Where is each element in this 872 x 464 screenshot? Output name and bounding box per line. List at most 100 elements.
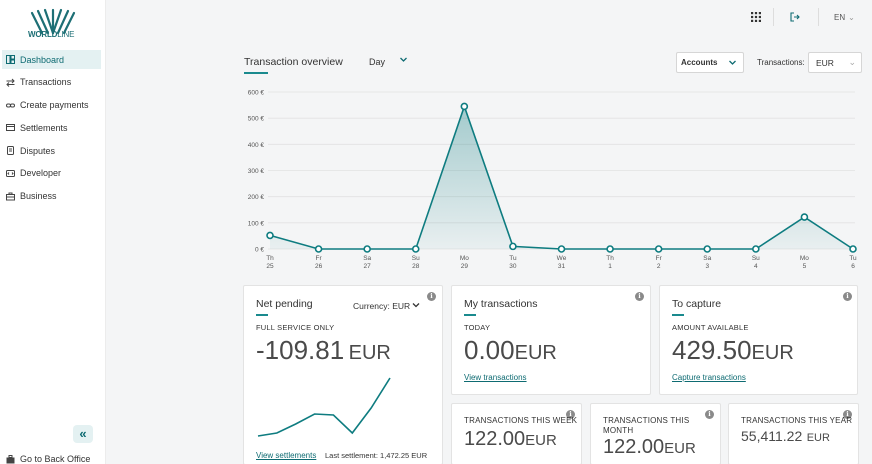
accounts-label: Accounts [681,58,718,67]
data-point [460,102,469,111]
year-title: TRANSACTIONS THIS YEAR [741,416,853,425]
title-underline [256,314,268,316]
my-transactions-card [451,285,651,395]
currency-select[interactable]: EUR ⌄ [808,52,862,73]
data-point [703,245,712,253]
my-transactions-subtitle: TODAY [464,323,491,332]
net-pending-currency-select[interactable]: Currency: EUR [353,301,420,311]
x-tick-day-label: Su [752,255,760,262]
briefcase-icon [6,192,15,201]
data-point [266,231,274,240]
accounts-dropdown[interactable]: Accounts [676,52,744,73]
dashboard-icon [6,55,15,64]
sidebar-item-transactions[interactable]: Transactions [2,73,101,92]
back-office-label: Go to Back Office [20,454,91,464]
x-tick-date-label: 28 [412,263,420,270]
to-capture-title: To capture [672,298,722,310]
data-point [411,245,420,253]
chevron-down-icon: ⌄ [848,13,855,22]
logout-icon[interactable] [790,12,800,22]
worldline-logo-icon[interactable] [28,4,78,40]
y-tick-label: 600 € [248,90,265,97]
y-tick-label: 300 € [248,168,265,175]
chevron-down-icon: ⌄ [848,57,856,67]
code-icon [6,169,15,178]
data-point [800,213,809,221]
chevron-down-icon[interactable] [399,55,408,64]
data-point [509,242,517,251]
info-icon[interactable]: i [427,292,436,301]
sidebar-item-label: Developer [20,168,62,179]
x-tick-day-label: Th [266,255,274,262]
x-tick-date-label: 3 [705,263,709,270]
sidebar-item-dashboard[interactable]: Dashboard [2,50,101,69]
to-capture-card [659,285,858,395]
divider [773,8,774,26]
last-settlement-text: Last settlement: 1,472.25 EUR [325,451,428,460]
my-transactions-title: My transactions [464,298,538,310]
net-pending-card [243,285,443,464]
month-title: TRANSACTIONS THIS MONTH [603,416,689,436]
x-tick-day-label: Tu [509,255,517,262]
x-tick-date-label: 30 [509,263,517,270]
info-icon[interactable]: i [566,410,575,419]
currency-value: EUR [392,301,411,311]
x-tick-day-label: Sa [363,255,371,262]
series-line [269,103,854,250]
x-tick-day-label: Mo [800,255,809,262]
back-office-link[interactable]: Go to Back Office [6,454,90,464]
info-icon[interactable]: i [635,292,644,301]
view-transactions-link[interactable]: View transactions [464,373,527,382]
currency-label: Currency: [353,301,390,311]
to-capture-subtitle: AMOUNT AVAILABLE [672,323,749,332]
y-tick-label: 200 € [248,194,265,201]
document-icon [6,146,15,156]
x-tick-day-label: Sa [703,255,711,262]
sidebar-item-label: Disputes [20,145,56,156]
amount-value: -109.81 [256,335,345,365]
info-icon[interactable]: i [843,292,852,301]
data-point [557,245,566,253]
month-title-line: MONTH [603,426,634,435]
sidebar-item-settlements[interactable]: Settlements [2,118,101,137]
language-selector[interactable]: EN ⌄ [834,13,855,22]
briefcase-icon [6,454,15,464]
x-tick-day-label: Fr [316,255,323,262]
data-point [849,245,857,253]
sidebar-item-developer[interactable]: Developer [2,164,101,183]
language-value: EN [834,13,846,22]
transactions-year-card [728,403,859,464]
collapse-sidebar-button[interactable]: « [73,425,93,443]
info-icon[interactable]: i [705,410,714,419]
sidebar-item-business[interactable]: Business [2,187,101,206]
y-tick-label: 0 € [255,247,264,254]
data-point [654,245,663,253]
period-select[interactable]: Day [369,57,386,67]
data-point [363,245,371,253]
sidebar-item-disputes[interactable]: Disputes [2,141,101,160]
x-tick-day-label: We [557,255,567,262]
title-underline [464,314,476,316]
x-tick-date-label: 26 [315,263,323,270]
net-pending-subtitle: FULL SERVICE ONLY [256,323,335,332]
view-settlements-link[interactable]: View settlements [256,451,317,460]
amount-unit: EUR [806,432,830,444]
x-tick-date-label: 31 [558,263,566,270]
y-tick-label: 100 € [248,220,265,227]
sidebar-nav: Dashboard Transactions Create payments S… [2,50,101,210]
sidebar-item-label: Business [20,191,57,202]
amount-value: 122.00 [464,428,526,450]
chevron-down-icon [729,60,736,65]
transfer-arrows-icon [6,78,15,87]
series-area [270,106,853,249]
link-icon [6,101,15,110]
apps-grid-icon[interactable] [751,12,761,22]
x-tick-date-label: 1 [608,263,612,270]
amount-unit: EUR [751,342,794,364]
transaction-overview-chart: 600 €500 €400 €300 €200 €100 €0 €Th25Fr2… [248,90,857,271]
info-icon[interactable]: i [843,410,852,419]
sidebar-item-create-payments[interactable]: Create payments [2,96,101,115]
x-tick-date-label: 2 [657,263,661,270]
amount-unit: EUR [525,432,557,449]
capture-transactions-link[interactable]: Capture transactions [672,373,746,382]
